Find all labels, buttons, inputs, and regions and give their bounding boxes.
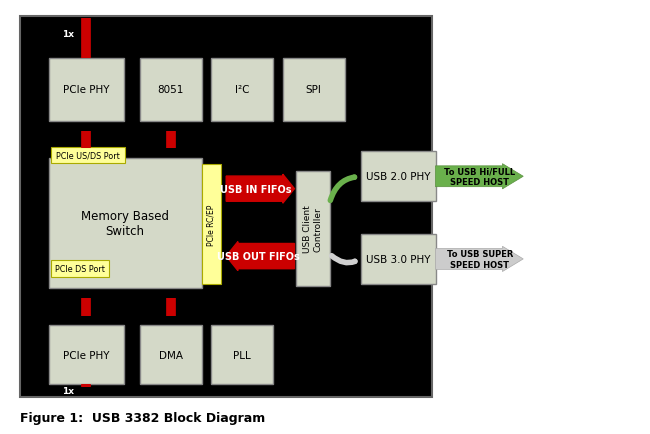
Bar: [361, 152, 436, 202]
Text: Memory Based
Switch: Memory Based Switch: [81, 210, 169, 237]
Bar: [202, 165, 221, 284]
Text: 8051: 8051: [157, 85, 184, 95]
Bar: [49, 59, 124, 122]
Bar: [51, 260, 109, 277]
Text: To USB Hi/FULL
SPEED HOST: To USB Hi/FULL SPEED HOST: [444, 167, 515, 187]
Text: USB OUT FIFOs: USB OUT FIFOs: [217, 252, 300, 261]
Text: PCIe US/DS Port: PCIe US/DS Port: [56, 151, 120, 160]
Text: USB 3.0 PHY: USB 3.0 PHY: [366, 254, 430, 264]
FancyArrow shape: [436, 247, 523, 272]
Text: PLL: PLL: [233, 350, 251, 360]
FancyArrowPatch shape: [332, 256, 355, 263]
FancyArrow shape: [226, 242, 294, 271]
Text: USB IN FIFOs: USB IN FIFOs: [220, 184, 291, 194]
Text: USB Client
Controller: USB Client Controller: [303, 205, 322, 253]
Bar: [283, 59, 344, 122]
Bar: [361, 234, 436, 284]
FancyArrow shape: [226, 175, 294, 204]
Bar: [211, 326, 273, 384]
Text: DMA: DMA: [159, 350, 183, 360]
Text: 1x: 1x: [62, 30, 74, 39]
Text: 1x: 1x: [62, 386, 74, 395]
Bar: [49, 326, 124, 384]
Bar: [296, 171, 330, 286]
Text: Figure 1:  USB 3382 Block Diagram: Figure 1: USB 3382 Block Diagram: [20, 411, 265, 424]
Text: USB 2.0 PHY: USB 2.0 PHY: [366, 172, 430, 182]
FancyArrowPatch shape: [330, 178, 354, 201]
Text: SPI: SPI: [306, 85, 322, 95]
Text: PCIe DS Port: PCIe DS Port: [55, 264, 105, 273]
FancyArrow shape: [436, 164, 523, 189]
Bar: [140, 326, 202, 384]
Text: To USB SUPER
SPEED HOST: To USB SUPER SPEED HOST: [447, 250, 513, 269]
Text: I²C: I²C: [235, 85, 250, 95]
Bar: [140, 59, 202, 122]
Text: PCIe PHY: PCIe PHY: [63, 85, 109, 95]
Text: PCIe RC/EP: PCIe RC/EP: [207, 204, 216, 245]
Text: PCIe PHY: PCIe PHY: [63, 350, 109, 360]
Bar: [51, 148, 125, 164]
Bar: [20, 17, 432, 397]
Bar: [211, 59, 273, 122]
Bar: [49, 158, 202, 289]
